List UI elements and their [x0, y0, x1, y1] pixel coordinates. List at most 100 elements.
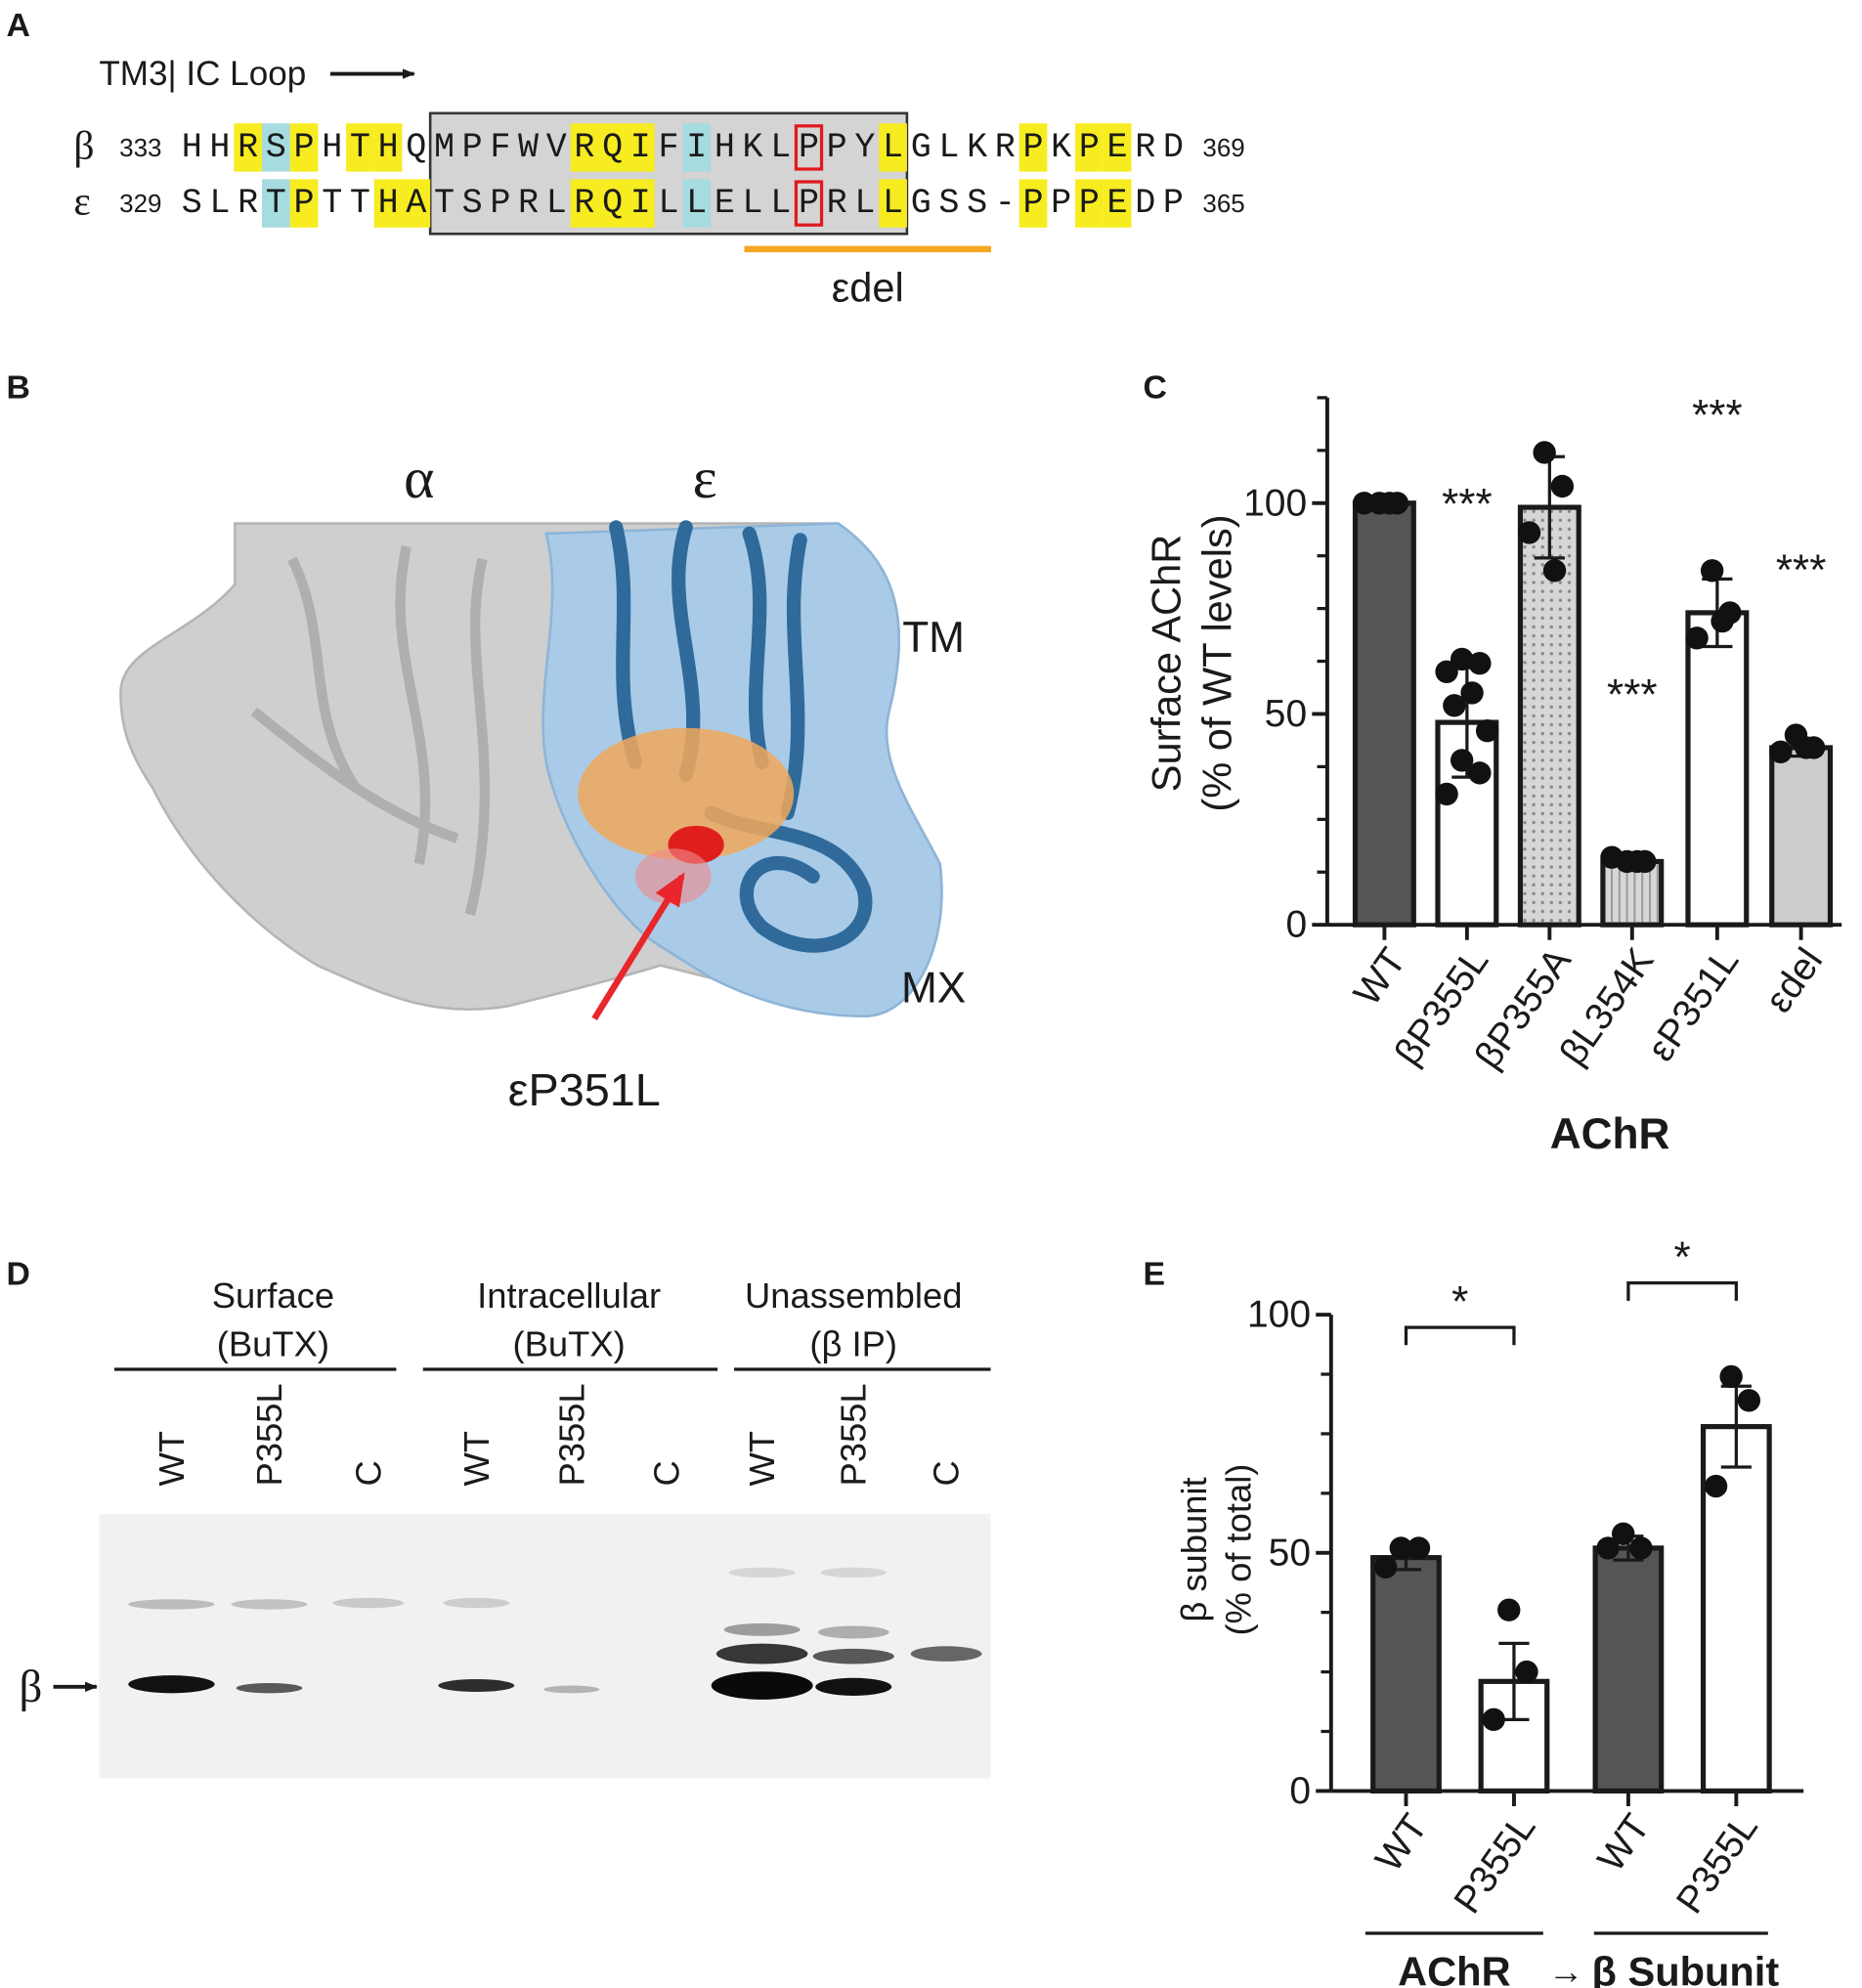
data-point	[1795, 736, 1818, 759]
panel-label: E	[1144, 1256, 1166, 1293]
band	[231, 1599, 308, 1610]
panel-label: B	[6, 369, 29, 407]
lane-label: C	[348, 1460, 388, 1486]
data-point	[1450, 749, 1474, 772]
residue-highlight	[234, 123, 262, 172]
data-point	[1710, 609, 1734, 633]
band	[812, 1648, 894, 1664]
row-label: ε	[73, 178, 90, 223]
comparison-bracket	[1404, 1325, 1516, 1346]
bar	[1769, 745, 1834, 928]
residue-highlight	[598, 179, 627, 228]
residue-highlight	[1018, 179, 1048, 228]
group-title: Unassembled	[745, 1275, 962, 1316]
data-point	[1612, 1522, 1635, 1545]
lane-label: C	[927, 1460, 967, 1486]
y-tick-label: 50	[1265, 693, 1307, 735]
data-point	[1625, 849, 1649, 874]
start-number: 329	[119, 189, 161, 218]
panel-label: C	[1144, 369, 1167, 407]
band	[443, 1597, 510, 1609]
band	[711, 1671, 813, 1700]
subunit-label: α	[404, 446, 434, 510]
band	[910, 1646, 982, 1662]
data-point	[1374, 1555, 1398, 1579]
group-label: β Subunit	[1592, 1948, 1780, 1988]
residue-highlight	[1018, 123, 1048, 172]
x-tick-label: WT	[1367, 1807, 1436, 1880]
group-title: Intracellular	[477, 1275, 661, 1316]
lane-label: WT	[152, 1431, 192, 1487]
residue-highlight	[570, 179, 599, 228]
row-label: β	[73, 122, 94, 167]
residue-highlight	[1103, 123, 1132, 172]
panel-label: D	[6, 1256, 29, 1293]
residue-highlight	[626, 123, 655, 172]
x-tick-label: WT	[1346, 940, 1414, 1013]
residue-highlight	[289, 123, 319, 172]
x-tick-label: εP351L	[1640, 940, 1748, 1068]
y-axis-label: (% of WT levels)	[1193, 514, 1239, 811]
sequence: SLRTPTTHATSPRLRQILLELLPRLLGSS-PPPEDP	[182, 184, 1191, 223]
data-point	[1407, 1536, 1431, 1560]
data-point	[1460, 681, 1484, 705]
residue-highlight	[879, 123, 907, 172]
band	[543, 1685, 600, 1694]
lane-label: P355L	[249, 1383, 289, 1486]
comparison-label: *	[1674, 1233, 1691, 1281]
lane-label: P355L	[834, 1383, 874, 1486]
residue-highlight	[373, 179, 403, 228]
bar	[1685, 610, 1750, 928]
start-number: 333	[119, 133, 161, 162]
band-label: β	[19, 1662, 42, 1712]
residue-highlight	[1075, 123, 1104, 172]
data-point	[1719, 1364, 1743, 1389]
alpha-helix	[250, 544, 491, 917]
group-arrow: →	[1548, 1951, 1583, 1988]
residue-highlight	[346, 123, 374, 172]
band	[817, 1625, 889, 1639]
x-tick-label: WT	[1590, 1807, 1659, 1880]
mutation-label: εP351L	[508, 1064, 661, 1115]
y-axis-label: (% of total)	[1218, 1464, 1258, 1636]
tm3-box	[428, 111, 909, 236]
residue-highlight	[626, 179, 655, 228]
data-point	[1443, 694, 1466, 717]
data-point	[1704, 1474, 1728, 1498]
band	[128, 1675, 215, 1694]
data-point	[1468, 761, 1492, 785]
sequence-panel: TM3| IC Loop β 333 HHRSPHTHQMPFWVRQIFIHKLP…	[73, 55, 1244, 310]
y-tick-label: 100	[1243, 482, 1307, 524]
bar	[1370, 1555, 1442, 1794]
residue-highlight	[570, 123, 599, 172]
significance: ***	[1607, 670, 1658, 718]
group-title: Surface	[212, 1275, 334, 1316]
lane-label: WT	[742, 1431, 782, 1487]
mutation-box	[794, 180, 824, 227]
band	[128, 1599, 215, 1610]
data-point	[1629, 1536, 1653, 1560]
residue-highlight	[682, 179, 712, 228]
x-tick-label: P355L	[1668, 1807, 1766, 1922]
band	[438, 1679, 515, 1693]
comparison-label: *	[1451, 1278, 1468, 1326]
data-point	[1497, 1598, 1521, 1621]
data-point	[1450, 647, 1474, 671]
group-subtitle: (BuTX)	[217, 1323, 329, 1363]
residue-highlight	[373, 123, 403, 172]
end-number: 365	[1202, 189, 1244, 218]
data-point	[1468, 652, 1492, 675]
data-point	[1482, 1707, 1505, 1732]
data-point	[1550, 474, 1575, 498]
lane-label: WT	[456, 1431, 497, 1487]
x-tick-label: εdel	[1757, 940, 1831, 1020]
bar	[1352, 500, 1416, 928]
data-point	[1600, 845, 1624, 869]
residue-highlight	[1075, 179, 1104, 228]
deletion-label: εdel	[832, 264, 904, 310]
domain-label: MX	[901, 965, 966, 1013]
residue-highlight	[261, 179, 290, 228]
